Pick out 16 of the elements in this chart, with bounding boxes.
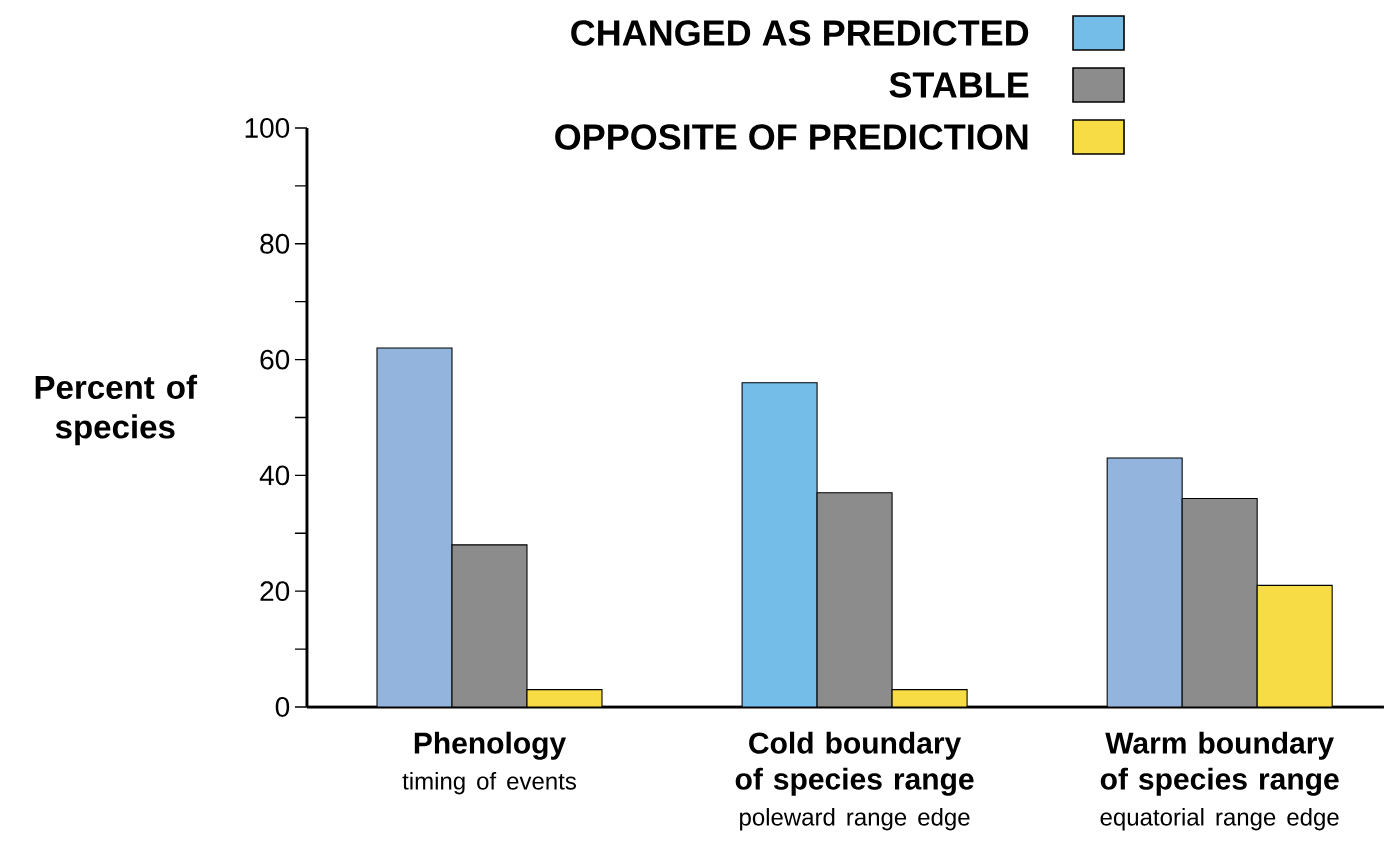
text: poleward range edge xyxy=(740,808,970,831)
text: equatorial range edge xyxy=(1100,808,1339,831)
x-tick-label: Phenology xyxy=(414,731,567,760)
text: timing of events xyxy=(402,772,576,795)
y-tick-label: 80 xyxy=(260,233,290,254)
y-tick-label: 60 xyxy=(260,349,290,370)
y-axis-title: Percent of species xyxy=(35,374,198,446)
legend-label: OPPOSITE OF PREDICTION xyxy=(555,124,1028,150)
legend-label: CHANGED AS PREDICTED xyxy=(571,20,1029,46)
x-tick-label: Warm boundary of species range xyxy=(1100,731,1339,796)
y-tick-label: 40 xyxy=(259,465,290,486)
y-tick-label: 100 xyxy=(245,118,290,138)
x-tick-label: Cold boundary of species range xyxy=(735,731,974,796)
y-tick-label: 0 xyxy=(275,697,290,717)
legend-label: STABLE xyxy=(889,72,1029,98)
y-tick-label: 20 xyxy=(260,581,290,602)
